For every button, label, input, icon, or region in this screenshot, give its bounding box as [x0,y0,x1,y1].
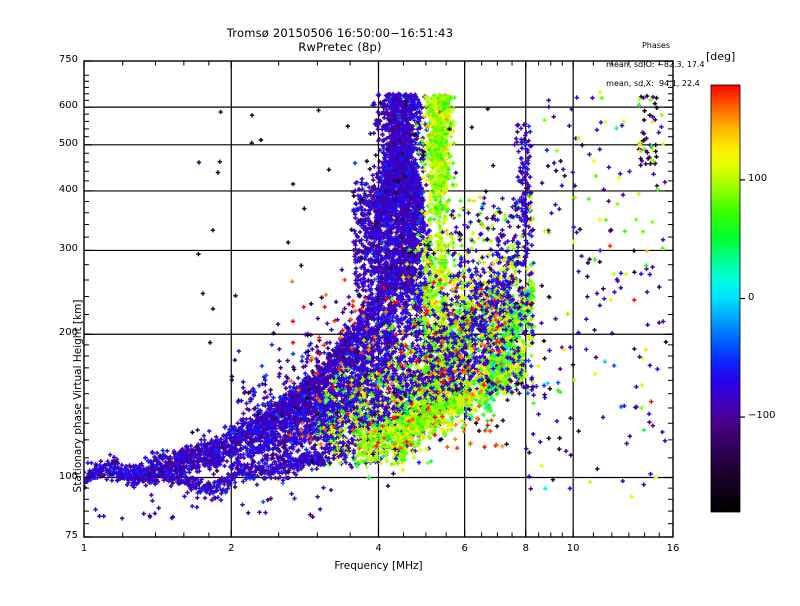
x-tick-label-1: 1 [64,543,104,554]
colorbar-title: [deg] [706,50,735,63]
axis-ticks [83,60,674,538]
x-tick-label-10: 10 [553,543,593,554]
y-tick-label-750: 750 [38,54,78,65]
x-tick-label-16: 16 [653,543,693,554]
y-tick-label-300: 300 [38,243,78,254]
colorbar-ticks [740,179,745,418]
x-axis-label: Frequency [MHz] [84,560,673,572]
y-tick-label-500: 500 [38,138,78,149]
colorbar [710,84,741,513]
phase-stats-x-mode: mean, sd,X: 94.1, 22.4 [606,79,700,88]
x-tick-label-2: 2 [211,543,251,554]
plot-title-line1: Tromsø 20150506 16:50:00−16:51:43 [0,26,680,40]
y-tick-label-400: 400 [38,184,78,195]
plot-subtitle: RwPretec (8p) [0,40,680,54]
colorbar-tick-label-100: 100 [748,173,798,184]
phase-stats-heading: Phases [596,41,716,51]
y-tick-label-600: 600 [38,100,78,111]
x-tick-label-6: 6 [445,543,485,554]
y-tick-label-75: 75 [38,530,78,541]
y-tick-label-200: 200 [38,327,78,338]
data-points-layer [84,90,669,521]
y-tick-label-100: 100 [38,471,78,482]
x-tick-label-4: 4 [359,543,399,554]
colorbar-tick-label-0: 0 [748,292,798,303]
x-tick-label-8: 8 [506,543,546,554]
colorbar-tick-label-−100: −100 [748,410,798,421]
